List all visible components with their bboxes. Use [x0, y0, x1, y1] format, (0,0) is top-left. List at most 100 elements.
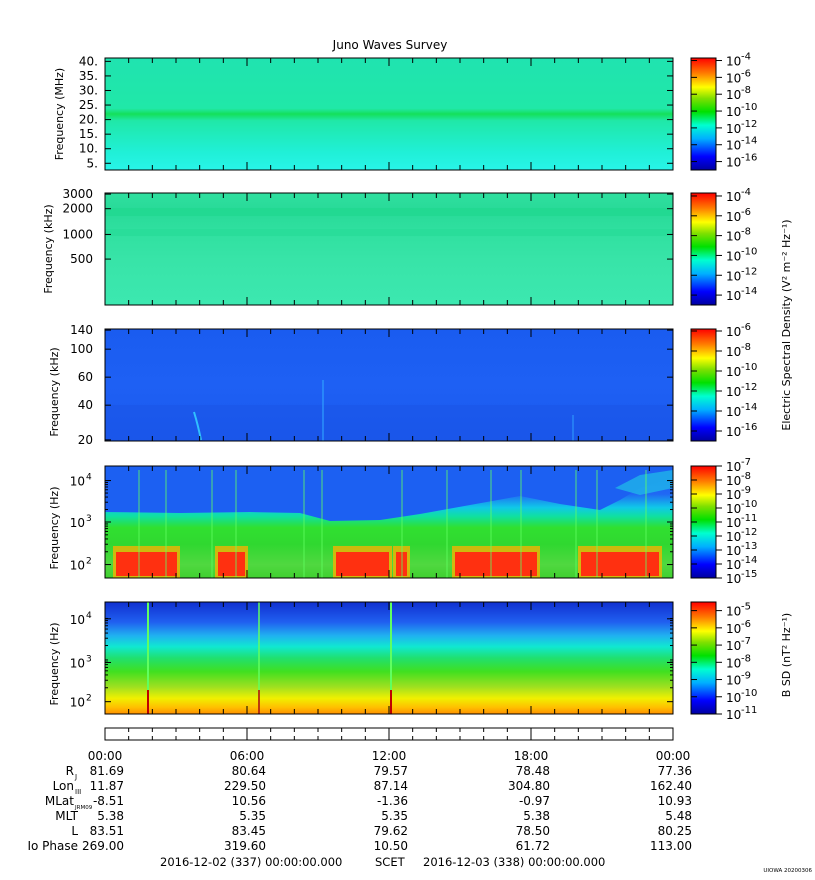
- colorbar-tick-label: 10: [726, 269, 741, 283]
- footer-stamp: UIOWA 20200306: [763, 868, 812, 874]
- y-tick-label: 20.: [79, 113, 98, 127]
- colorbar-tick-exponent: -6: [741, 207, 751, 218]
- colorbar-tick-label: 10: [726, 105, 741, 119]
- colorbar-tick-label: 10: [726, 210, 741, 224]
- panel-2-band-1000: [105, 229, 673, 236]
- colorbar-tick-exponent: -14: [741, 136, 757, 147]
- colorbar-tick-label: 10: [726, 139, 741, 153]
- colorbar-tick-label: 10: [726, 460, 741, 474]
- y-tick-label: 5.: [87, 156, 98, 170]
- colorbar-tick-label: 10: [726, 289, 741, 303]
- colorbar-tick-label: 10: [726, 345, 741, 359]
- colorbar-tick-exponent: -10: [741, 246, 757, 257]
- colorbar-2-scale: [690, 192, 717, 306]
- panel-4-spikes: [138, 470, 647, 578]
- colorbar-tick-exponent: -10: [741, 362, 757, 373]
- colorbar-tick-label: 10: [726, 691, 741, 705]
- y-tick-label: 10: [70, 475, 85, 489]
- y-tick-exponent: 3: [86, 514, 92, 524]
- panel-5-xticks: [128, 602, 650, 714]
- ephemeris-value: 83.51: [90, 824, 124, 838]
- colorbar-tick-label: 10: [726, 190, 741, 204]
- colorbar-tick-label: 10: [726, 230, 741, 244]
- ephemeris-value: 5.38: [523, 809, 550, 823]
- colorbar-tick-exponent: -4: [741, 52, 751, 63]
- colorbar-tick-label: 10: [726, 572, 741, 586]
- panel-4-burst: [116, 552, 177, 576]
- time-tick-label: 06:00: [230, 749, 265, 763]
- colorbar-tick-exponent: -16: [741, 422, 757, 433]
- ephemeris-value: 113.00: [650, 839, 692, 853]
- colorbar-tick-exponent: -12: [741, 382, 757, 393]
- colorbar-tick-exponent: -15: [741, 569, 757, 580]
- ephemeris-value: 5.35: [239, 809, 266, 823]
- y-tick-exponent: 4: [86, 611, 92, 621]
- ephemeris-value: 304.80: [508, 779, 550, 793]
- colorbar-tick-label: 10: [726, 405, 741, 419]
- y-tick-label: 10: [70, 516, 85, 530]
- colorbar-tick-exponent: -8: [741, 471, 751, 482]
- y-tick-label: 10: [70, 696, 85, 710]
- panel-1-spectrogram: [105, 58, 673, 170]
- colorbar-tick-exponent: -12: [741, 266, 757, 277]
- colorbar-tick-label: 10: [726, 122, 741, 136]
- colorbar-tick-exponent: -6: [741, 68, 751, 79]
- colorbar-tick-label: 10: [726, 425, 741, 439]
- ephemeris-value: 162.40: [650, 779, 692, 793]
- colorbar-tick-exponent: -5: [741, 602, 751, 613]
- colorbar-tick-label: 10: [726, 88, 741, 102]
- y-tick-label: 35.: [79, 69, 98, 83]
- panel-3-yticks: 140 100 60 40 20: [70, 323, 673, 447]
- ephemeris-value: 319.60: [224, 839, 266, 853]
- colorbar-tick-exponent: -8: [741, 653, 751, 664]
- ephemeris-value: 10.56: [232, 794, 266, 808]
- colorbar-3-scale: [690, 328, 717, 442]
- panel-1-yticks: 40.35.30.25.20.15.10.5.: [79, 54, 673, 170]
- colorbar-tick-exponent: -10: [741, 499, 757, 510]
- panel-5-spikes: [147, 602, 392, 714]
- y-tick-label: 40.: [79, 54, 98, 68]
- ephemeris-label: MLat: [45, 794, 74, 808]
- colorbar-tick-exponent: -13: [741, 541, 757, 552]
- y-tick-label: 15.: [79, 127, 98, 141]
- ephemeris-value: 10.93: [658, 794, 692, 808]
- panel-2-ylabel: Frequency (kHz): [42, 204, 55, 293]
- colorbar-5-scale: [690, 601, 717, 715]
- colorbar-tick-label: 10: [726, 544, 741, 558]
- colorbar-tick-label: 10: [726, 249, 741, 263]
- time-tick-label: 00:00: [88, 749, 123, 763]
- panel-4-cutoff-edge: [105, 466, 673, 521]
- colorbar-tick-label: 10: [726, 558, 741, 572]
- y-tick-label: 500: [70, 252, 93, 266]
- colorbar-tick-exponent: -8: [741, 227, 751, 238]
- y-tick-exponent: 2: [86, 694, 92, 704]
- panel-4-burst: [581, 552, 659, 576]
- y-tick-label: 20: [78, 433, 93, 447]
- colorbar-tick-exponent: -11: [741, 513, 757, 524]
- y-tick-label: 40: [78, 398, 93, 412]
- ephemeris-label: Lon: [53, 779, 74, 793]
- ephemeris-value: 269.00: [82, 839, 124, 853]
- footer-end-time: 2016-12-03 (338) 00:00:00.000: [423, 855, 605, 869]
- ephemeris-label-subscript: III: [75, 788, 81, 796]
- ephemeris-value: -0.97: [519, 794, 550, 808]
- colorbar-tick-label: 10: [726, 488, 741, 502]
- panel-4-xticks: [128, 466, 650, 578]
- colorbar-tick-label: 10: [726, 385, 741, 399]
- ephemeris-value: 80.64: [232, 764, 266, 778]
- colorbar-tick-label: 10: [726, 71, 741, 85]
- colorbar-tick-label: 10: [726, 656, 741, 670]
- ephemeris-value: 5.38: [97, 809, 124, 823]
- colorbar-tick-label: 10: [726, 55, 741, 69]
- ephemeris-value: 10.50: [374, 839, 408, 853]
- colorbar-tick-label: 10: [726, 502, 741, 516]
- panel-3-ylabel: Frequency (kHz): [48, 347, 61, 436]
- y-tick-label: 25.: [79, 98, 98, 112]
- footer-scet-label: SCET: [375, 855, 406, 869]
- ephemeris-value: 77.36: [658, 764, 692, 778]
